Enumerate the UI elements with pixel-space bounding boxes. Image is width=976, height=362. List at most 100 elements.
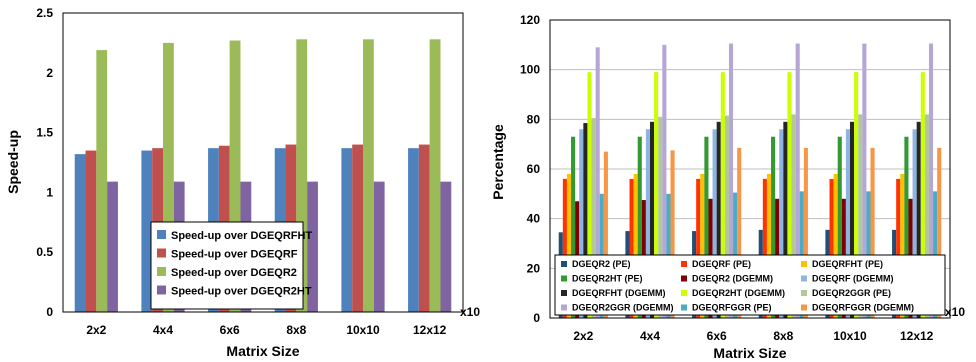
x-tick-label: 2x2	[86, 323, 106, 337]
bar	[373, 181, 385, 312]
bar	[787, 72, 792, 319]
bar	[845, 129, 850, 318]
bar	[654, 72, 659, 319]
bar	[900, 173, 905, 318]
bar	[716, 121, 721, 318]
legend-label: DGEQRFGGR (PE)	[692, 303, 772, 313]
bar	[408, 148, 419, 312]
bar	[352, 144, 363, 312]
bar	[562, 178, 567, 318]
legend-swatch	[561, 261, 567, 267]
bar	[637, 136, 642, 318]
bar	[704, 136, 709, 318]
legend-label: Speed-up over DGEQR2HT	[171, 286, 312, 298]
bar	[858, 114, 863, 319]
plot-frame	[549, 19, 951, 319]
legend-label: DGEQRF (PE)	[692, 259, 751, 269]
legend-swatch	[681, 261, 687, 267]
bar	[854, 72, 859, 319]
bar	[440, 181, 452, 312]
x-unit-note: x10	[945, 305, 965, 319]
bar	[803, 147, 808, 318]
bar	[571, 136, 576, 318]
bar	[771, 136, 776, 318]
y-tick-label: 120	[520, 13, 540, 27]
bar	[363, 39, 374, 313]
legend-swatch	[561, 275, 567, 282]
y-tick-label: 60	[527, 162, 541, 176]
bar	[587, 72, 592, 319]
plot-frame	[62, 12, 464, 313]
y-tick-label: 2.5	[36, 6, 53, 20]
bar	[579, 129, 584, 318]
bar	[107, 181, 118, 312]
bar	[904, 136, 909, 318]
bar	[418, 144, 430, 312]
bar	[307, 181, 318, 312]
bar	[912, 129, 917, 318]
legend-swatch	[157, 285, 166, 295]
x-tick-label: 12x12	[413, 323, 447, 337]
x-tick-label: 12x12	[900, 329, 934, 343]
bar	[74, 154, 86, 312]
bar	[341, 148, 353, 312]
bar	[724, 115, 729, 318]
bar	[85, 150, 97, 312]
legend-label: DGEQRFHT (DGEMM)	[572, 288, 666, 298]
legend-label: DGEQR2 (DGEMM)	[692, 274, 773, 284]
x-axis-label: Matrix Size	[226, 343, 299, 359]
legend-label: DGEQRFGGR (DGEMM)	[812, 303, 914, 313]
bar	[696, 178, 701, 318]
legend-swatch	[681, 304, 687, 311]
x-tick-label: 10x10	[833, 329, 867, 343]
x-tick-label: 8x8	[773, 329, 793, 343]
legend-box	[554, 254, 946, 316]
bar	[595, 47, 600, 318]
bar	[766, 173, 772, 318]
legend-swatch	[801, 290, 807, 296]
bar	[650, 121, 655, 318]
legend-label: DGEQR2GGR (DGEMM)	[572, 303, 674, 313]
bar	[96, 50, 108, 312]
bar	[916, 121, 921, 318]
y-tick-label: 0	[46, 305, 53, 319]
legend-label: DGEQR2HT (PE)	[572, 274, 643, 284]
bar	[629, 178, 634, 318]
y-tick-label: 1	[46, 185, 53, 199]
bar	[720, 72, 725, 319]
legend-label: DGEQR2HT (DGEMM)	[692, 288, 785, 298]
y-axis-label: Percentage	[490, 124, 506, 200]
bar	[896, 178, 901, 318]
speedup-chart: 0 0.5 1 1.5 2 2.5 2x2 4x4 6x6 8x8 10x10 12x12 x10 Mat…	[5, 6, 480, 359]
x-tick-label: 2x2	[573, 329, 593, 343]
bar	[670, 150, 675, 319]
bar	[928, 43, 934, 319]
legend-swatch	[681, 290, 687, 296]
y-tick-label: 2	[46, 66, 53, 80]
y-tick-label: 0.5	[36, 245, 53, 259]
x-tick-label: 6x6	[220, 323, 240, 337]
bar	[662, 44, 667, 318]
x-tick-label: 8x8	[286, 323, 306, 337]
legend-label: DGEQRF (DGEMM)	[812, 274, 894, 284]
legend-label: Speed-up over DGEQR2	[171, 267, 297, 279]
legend-label: Speed-up over DGEQRFHT	[171, 230, 312, 242]
x-tick-label: 10x10	[346, 323, 380, 337]
bar	[920, 72, 925, 319]
legend-label: DGEQR2 (PE)	[572, 259, 631, 269]
bar	[229, 40, 241, 312]
bar	[296, 39, 308, 313]
legend-swatch	[561, 304, 567, 311]
y-tick-label: 20	[527, 261, 541, 275]
percentage-chart: 0 20 40 60 80 100 120 2x2 4x4 6x6 8x8 10x10 12x12 x10…	[490, 13, 965, 361]
bar	[591, 118, 596, 318]
legend-swatch	[157, 230, 166, 239]
y-tick-label: 100	[520, 63, 540, 77]
bar	[829, 178, 834, 318]
bar	[924, 114, 929, 319]
x-axis-label: Matrix Size	[713, 345, 786, 361]
bar	[833, 173, 838, 318]
y-tick-label: 1.5	[36, 126, 53, 140]
bar	[837, 136, 842, 318]
